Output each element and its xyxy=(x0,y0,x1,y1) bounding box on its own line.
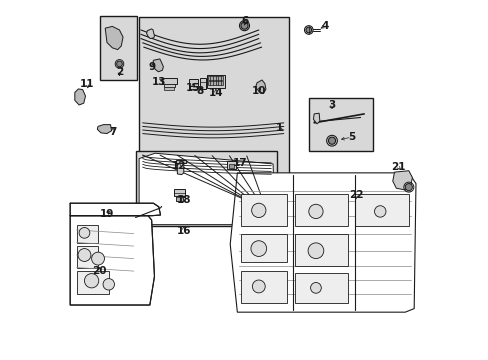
Circle shape xyxy=(310,283,321,293)
Polygon shape xyxy=(392,171,411,190)
Bar xyxy=(135,152,276,226)
Polygon shape xyxy=(105,26,123,50)
Polygon shape xyxy=(75,89,85,105)
Bar xyxy=(227,161,236,169)
Circle shape xyxy=(251,203,265,217)
Bar xyxy=(77,246,98,267)
Bar xyxy=(228,163,234,168)
Bar xyxy=(294,273,347,303)
Circle shape xyxy=(305,27,311,33)
Text: 10: 10 xyxy=(251,86,265,96)
Bar xyxy=(206,75,224,88)
Text: 7: 7 xyxy=(109,127,117,137)
Circle shape xyxy=(250,241,266,256)
Circle shape xyxy=(78,249,91,261)
Bar xyxy=(190,86,196,89)
Circle shape xyxy=(374,206,385,217)
Text: 21: 21 xyxy=(391,162,405,172)
Bar xyxy=(162,78,177,84)
Circle shape xyxy=(405,184,411,191)
Bar xyxy=(139,18,288,191)
Text: 3: 3 xyxy=(328,100,335,110)
Bar xyxy=(176,160,185,163)
Text: 19: 19 xyxy=(99,209,114,219)
Text: 20: 20 xyxy=(92,266,107,276)
Text: 11: 11 xyxy=(80,79,94,89)
Polygon shape xyxy=(177,162,183,175)
Polygon shape xyxy=(139,153,274,225)
Polygon shape xyxy=(313,113,319,124)
Polygon shape xyxy=(255,80,265,94)
Polygon shape xyxy=(70,203,160,216)
Text: 16: 16 xyxy=(176,226,191,236)
Bar xyxy=(77,271,108,294)
Bar xyxy=(241,194,287,226)
Bar xyxy=(294,194,347,226)
Polygon shape xyxy=(70,216,154,305)
Circle shape xyxy=(84,274,99,288)
Bar xyxy=(77,225,98,243)
Circle shape xyxy=(307,243,323,258)
Text: 14: 14 xyxy=(208,88,223,98)
Text: 9: 9 xyxy=(148,62,156,72)
Circle shape xyxy=(116,61,122,67)
Bar xyxy=(189,79,198,86)
Bar xyxy=(176,197,183,201)
Text: 13: 13 xyxy=(152,77,166,87)
Polygon shape xyxy=(152,59,163,72)
Bar xyxy=(200,78,206,89)
Text: 5: 5 xyxy=(347,132,355,142)
Text: 18: 18 xyxy=(176,195,191,205)
Text: 8: 8 xyxy=(196,86,203,96)
Text: 1: 1 xyxy=(275,123,283,133)
Text: 22: 22 xyxy=(348,190,363,201)
Polygon shape xyxy=(97,125,111,134)
Bar xyxy=(174,189,184,196)
Bar xyxy=(163,84,175,87)
Polygon shape xyxy=(146,29,154,39)
Circle shape xyxy=(79,228,90,238)
Circle shape xyxy=(252,280,264,293)
Bar xyxy=(175,196,183,202)
Bar xyxy=(241,234,287,262)
Text: 17: 17 xyxy=(232,158,247,168)
Circle shape xyxy=(328,137,335,144)
Circle shape xyxy=(241,22,247,29)
Polygon shape xyxy=(230,173,415,312)
Bar xyxy=(164,87,174,90)
Bar xyxy=(308,98,372,152)
Bar xyxy=(354,194,408,226)
Bar xyxy=(100,16,137,80)
Bar xyxy=(208,81,223,85)
Bar xyxy=(208,76,223,80)
Circle shape xyxy=(91,252,104,265)
Text: 2: 2 xyxy=(116,67,123,77)
Bar xyxy=(241,271,287,303)
Circle shape xyxy=(103,279,114,290)
Text: 6: 6 xyxy=(241,16,248,26)
Text: 15: 15 xyxy=(185,83,200,93)
Text: 12: 12 xyxy=(171,161,185,171)
Text: 4: 4 xyxy=(321,21,328,31)
Bar xyxy=(294,234,347,266)
Circle shape xyxy=(308,204,323,219)
